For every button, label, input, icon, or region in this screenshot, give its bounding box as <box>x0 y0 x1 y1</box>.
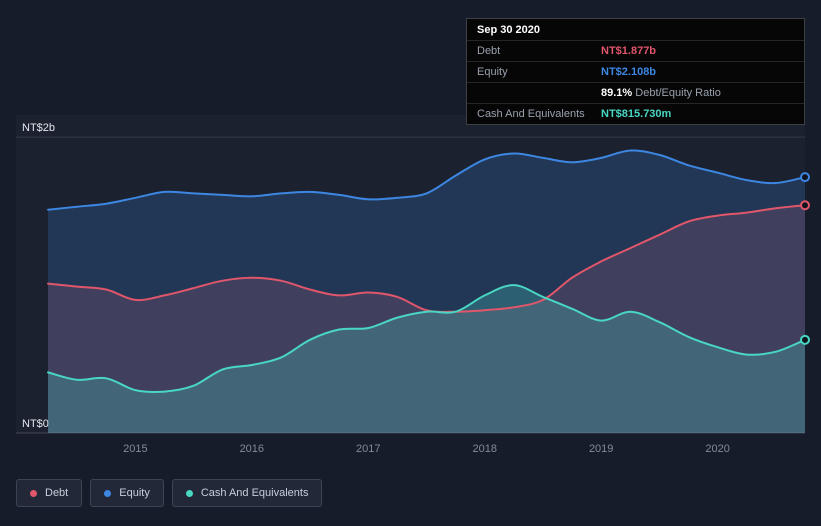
debt-color-dot <box>30 489 37 497</box>
tooltip-date: Sep 30 2020 <box>477 24 540 36</box>
tooltip-equity-label: Equity <box>477 66 508 78</box>
tooltip-ratio-text: 89.1% Debt/Equity Ratio <box>601 86 794 100</box>
x-axis-label: 2019 <box>589 443 613 455</box>
series-area-cash-and-equivalents <box>48 285 805 433</box>
tooltip-equity-value: NT$2.108b <box>601 66 657 78</box>
tooltip-ratio-value: 89.1% <box>601 87 633 99</box>
tooltip-debt-label: Debt <box>477 45 501 57</box>
series-area-debt <box>48 205 805 433</box>
chart-tooltip: Sep 30 2020 Debt NT$1.877b Equity NT$2.1… <box>466 18 805 125</box>
endpoint-marker-equity <box>800 172 810 183</box>
endpoint-marker-debt <box>800 200 810 211</box>
legend-label-debt: Debt <box>45 487 69 499</box>
series-line-equity <box>47 149 806 211</box>
tooltip-ratio-label: Debt/Equity Ratio <box>635 87 721 99</box>
tooltip-cash-value: NT$815.730m <box>601 108 672 120</box>
tooltip-row-debt: Debt NT$1.877b <box>467 40 804 61</box>
x-axis-label: 2018 <box>472 443 496 455</box>
legend-item-debt[interactable]: Debt <box>16 479 83 507</box>
x-axis-label: 2015 <box>123 443 147 455</box>
legend-label-cash: Cash And Equivalents <box>200 487 309 499</box>
series-line-debt <box>47 204 806 313</box>
equity-color-dot <box>104 489 112 497</box>
series-line-cash-and-equivalents <box>47 284 806 394</box>
tooltip-row-ratio: 89.1% Debt/Equity Ratio <box>467 82 804 103</box>
x-axis-label: 2017 <box>356 443 380 455</box>
x-axis-label: 2020 <box>705 443 729 455</box>
x-axis-label: 2016 <box>240 443 264 455</box>
y-axis-label: NT$0 <box>22 418 49 430</box>
tooltip-row-equity: Equity NT$2.108b <box>467 61 804 82</box>
tooltip-debt-value: NT$1.877b <box>601 45 657 57</box>
legend-item-equity[interactable]: Equity <box>90 479 164 507</box>
chart-legend: Debt Equity Cash And Equivalents <box>16 479 323 507</box>
cash-color-dot <box>185 489 193 497</box>
y-axis-label: NT$2b <box>22 122 55 134</box>
legend-label-equity: Equity <box>119 487 150 499</box>
tooltip-cash-label: Cash And Equivalents <box>477 108 585 120</box>
endpoint-marker-cash-and-equivalents <box>800 334 810 345</box>
tooltip-row-cash: Cash And Equivalents NT$815.730m <box>467 103 804 124</box>
series-area-equity <box>48 150 805 433</box>
legend-item-cash[interactable]: Cash And Equivalents <box>171 479 323 507</box>
